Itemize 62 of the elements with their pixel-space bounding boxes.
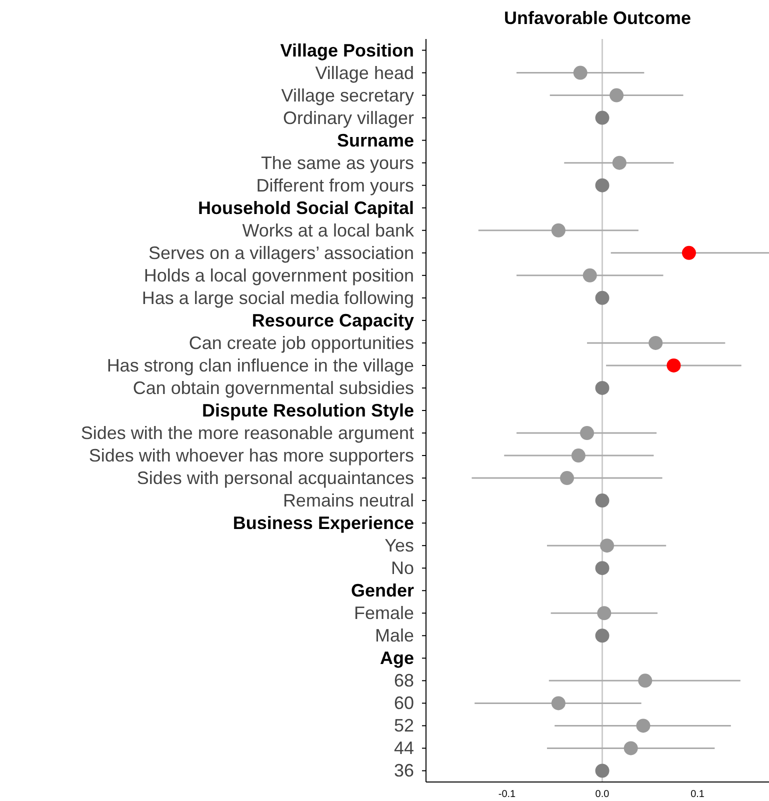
- y-tick-label: Remains neutral: [282, 490, 414, 511]
- point: [595, 628, 610, 643]
- y-tick-label: Can create job opportunities: [188, 332, 414, 353]
- point: [595, 178, 610, 192]
- point: [571, 448, 586, 463]
- y-tick-label: Resource Capacity: [252, 310, 414, 330]
- y-tick-label: 52: [394, 716, 414, 736]
- point: [638, 674, 652, 688]
- y-tick-label: Gender: [350, 580, 414, 601]
- y-tick-label: Village Position: [280, 40, 414, 60]
- point: [560, 471, 574, 486]
- y-tick-label: Sides with personal acquaintances: [136, 468, 414, 488]
- y-tick-label: Yes: [384, 536, 414, 556]
- y-tick-label: Works at a local bank: [242, 220, 415, 240]
- point: [551, 223, 566, 238]
- point: [666, 358, 681, 372]
- y-tick-label: Household Social Capital: [198, 198, 414, 218]
- y-tick-label: 44: [394, 738, 414, 758]
- y-tick-label: Sides with whoever has more supporters: [88, 446, 414, 466]
- point: [551, 696, 566, 710]
- point: [597, 606, 612, 620]
- point: [682, 246, 696, 260]
- y-tick-label: No: [390, 558, 414, 578]
- y-tick-label: Sides with the more reasonable argument: [80, 423, 414, 444]
- y-tick-label: 68: [394, 670, 414, 691]
- y-tick-label: Surname: [336, 130, 414, 150]
- point: [580, 426, 594, 440]
- y-tick-label: Dispute Resolution Style: [202, 400, 414, 420]
- point: [582, 268, 597, 282]
- point: [610, 88, 624, 102]
- point: [595, 380, 610, 395]
- x-tick-label: -0.1: [498, 789, 516, 800]
- point: [595, 494, 610, 508]
- y-tick-label: Ordinary villager: [282, 108, 414, 128]
- y-tick-label: Holds a local government position: [144, 265, 414, 286]
- y-tick-label: Different from yours: [256, 175, 414, 196]
- y-tick-label: Has strong clan influence in the village: [106, 355, 414, 376]
- point: [636, 718, 650, 733]
- y-tick-label: Male: [374, 626, 414, 646]
- y-tick-label: Can obtain governmental subsidies: [132, 378, 414, 398]
- y-tick-label: Serves on a villagers’ association: [148, 242, 414, 263]
- point: [573, 66, 588, 80]
- y-tick-label: Village head: [315, 62, 414, 83]
- chart-title: Unfavorable Outcome: [502, 8, 692, 29]
- point: [595, 764, 610, 778]
- point: [648, 336, 663, 350]
- point: [595, 290, 610, 305]
- y-tick-label: Has a large social media following: [142, 288, 414, 308]
- point: [624, 741, 638, 756]
- point: [595, 110, 610, 125]
- point: [595, 561, 610, 576]
- x-tick-label: 0.1: [690, 789, 705, 800]
- y-tick-label: Female: [354, 603, 414, 624]
- x-tick-label: 0.0: [595, 789, 610, 800]
- y-tick-label: Business Experience: [232, 513, 414, 534]
- y-tick-label: 36: [394, 760, 414, 781]
- y-tick-label: Age: [380, 648, 414, 668]
- y-tick-label: 60: [394, 693, 414, 714]
- point: [612, 156, 626, 170]
- point: [600, 538, 614, 553]
- y-tick-label: Village secretary: [281, 85, 414, 106]
- y-tick-label: The same as yours: [260, 152, 414, 173]
